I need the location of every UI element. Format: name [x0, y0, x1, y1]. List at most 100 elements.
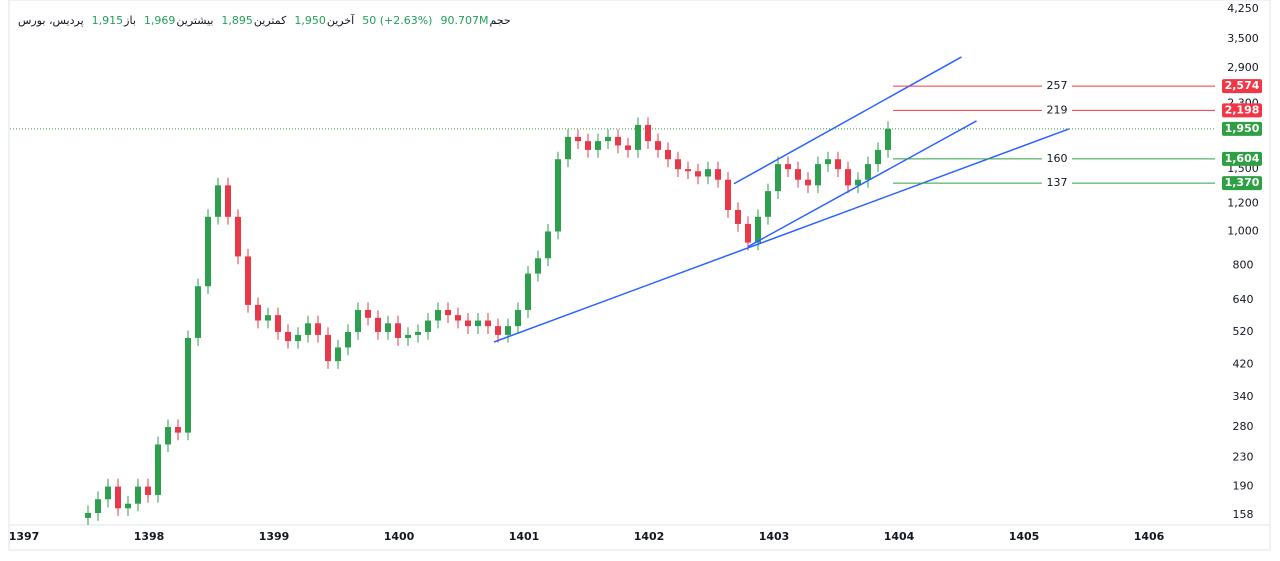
level-badge-label: 2,198: [1225, 103, 1260, 116]
candle-body: [355, 309, 361, 332]
candle-body: [475, 320, 481, 327]
candle-body: [105, 486, 111, 500]
candle-body: [255, 304, 261, 321]
candle-body: [585, 141, 591, 150]
y-tick-label: 158: [1233, 508, 1254, 521]
candle-body: [725, 179, 731, 210]
y-tick-label: 340: [1233, 390, 1254, 403]
candle-body: [745, 223, 751, 243]
y-tick-label: 190: [1233, 480, 1254, 493]
level-badge: [1222, 151, 1262, 166]
candle-body: [305, 323, 311, 335]
x-tick-label: 1400: [384, 530, 415, 543]
y-tick-label: 3,500: [1227, 32, 1259, 45]
candle-body: [655, 141, 661, 150]
candle-body: [425, 320, 431, 332]
candle-body: [85, 513, 91, 518]
candle-body: [365, 309, 371, 318]
candle-body: [675, 159, 681, 170]
candle-body: [735, 209, 741, 224]
candle-body: [175, 427, 181, 433]
candle-body: [825, 159, 831, 165]
candle-body: [205, 216, 211, 287]
stats: 1,915 باز 1,969 بیشترین 1,895 کمترین 1,950 آخری…: [92, 14, 355, 27]
candle-body: [715, 169, 721, 180]
level-badge: [1222, 103, 1262, 118]
level-badge-label: 1,370: [1225, 176, 1260, 189]
x-tick-label: 1406: [1134, 530, 1165, 543]
candle-body: [435, 309, 441, 321]
candle-body: [795, 169, 801, 180]
x-tick-label: 1398: [134, 530, 165, 543]
y-tick-label: 420: [1233, 358, 1254, 371]
candle-body: [785, 164, 791, 170]
candle-body: [605, 136, 611, 142]
candle-body: [345, 331, 351, 348]
candle-body: [405, 334, 411, 338]
stat-label: بیشترین: [176, 14, 214, 27]
level-badge-label: 1,604: [1225, 152, 1260, 165]
stat-value: 1,915: [91, 14, 124, 27]
candle-body: [875, 149, 881, 165]
stat: 1,915 باز: [92, 14, 136, 27]
x-tick-label: 1397: [9, 530, 40, 543]
symbol-header: پردیس، بورس 1,915 باز 1,969 بیشترین 1,895 کمت…: [18, 14, 511, 27]
volume-value: 90.707M: [440, 14, 489, 27]
candle-body: [615, 136, 621, 146]
stat-value: 1,969: [143, 14, 176, 27]
level-label-bg: [1042, 176, 1072, 191]
candle-body: [625, 145, 631, 150]
candle-body: [455, 315, 461, 321]
candle-body: [165, 427, 171, 445]
candle-body: [545, 231, 551, 259]
candle-body: [485, 320, 491, 327]
candle-body: [285, 331, 291, 342]
candle-body: [235, 216, 241, 257]
y-tick-label: 1,000: [1227, 224, 1259, 237]
candle-body: [695, 171, 701, 177]
y-tick-label: 800: [1233, 259, 1254, 272]
candle-body: [885, 128, 891, 150]
trendline: [733, 56, 962, 185]
x-tick-label: 1401: [509, 530, 540, 543]
candle-body: [755, 216, 761, 243]
candle-body: [705, 169, 711, 177]
candle-body: [325, 334, 331, 362]
stat-label: آخرین: [326, 14, 355, 27]
candle-body: [515, 309, 521, 327]
volume-label: حجم: [489, 14, 511, 27]
y-tick-label: 4,250: [1227, 2, 1259, 15]
level-label-bg: [1042, 103, 1072, 118]
level-distance: 257: [1047, 79, 1068, 92]
candle-body: [195, 286, 201, 338]
candle-body: [95, 499, 101, 514]
candle-body: [815, 164, 821, 186]
candle-body: [215, 185, 221, 217]
chart-frame: [8, 0, 1271, 551]
candle-body: [575, 136, 581, 142]
candle-body: [805, 179, 811, 186]
volume: 90.707M حجم: [440, 14, 510, 27]
stat-value: 1,950: [294, 14, 326, 27]
y-tick-label: 280: [1233, 420, 1254, 433]
x-tick-label: 1402: [634, 530, 665, 543]
stat: 1,969 بیشترین: [144, 14, 214, 27]
y-tick-label: 230: [1233, 450, 1254, 463]
candle-body: [665, 149, 671, 160]
candle-body: [645, 124, 651, 142]
candle-body: [835, 159, 841, 170]
level-badge-label: 2,574: [1225, 79, 1260, 92]
y-tick-label: 2,900: [1227, 61, 1259, 74]
level-label-bg: [1042, 151, 1072, 166]
candle-body: [525, 273, 531, 310]
candle-body: [775, 164, 781, 192]
candle-body: [685, 169, 691, 172]
candle-body: [415, 331, 421, 335]
stat-label: کمترین: [253, 14, 287, 27]
y-tick-label: 1,200: [1227, 196, 1259, 209]
change: 50 (+2.63%): [362, 14, 433, 27]
last-price-badge: [1222, 121, 1262, 136]
candle-body: [565, 136, 571, 160]
